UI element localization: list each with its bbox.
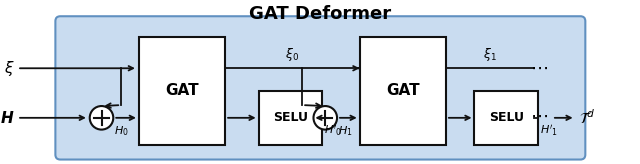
Text: $\xi_1$: $\xi_1$ [483,46,497,63]
Bar [139,37,225,145]
Text: $\cdots$: $\cdots$ [530,59,548,77]
Circle shape [314,106,337,130]
Circle shape [90,106,113,130]
FancyBboxPatch shape [56,16,586,160]
Text: GAT: GAT [165,83,199,98]
Bar [259,91,323,145]
Text: SELU: SELU [273,111,308,124]
Text: $\xi$: $\xi$ [3,59,14,78]
Text: SELU: SELU [489,111,524,124]
Text: GAT: GAT [386,83,420,98]
Text: $\cdots$: $\cdots$ [530,107,548,125]
Bar [474,91,538,145]
Text: $\boldsymbol{H}$: $\boldsymbol{H}$ [0,110,14,126]
Text: GAT Deformer: GAT Deformer [250,5,392,23]
Text: $\xi_0$: $\xi_0$ [285,46,300,63]
Text: $H'_0$: $H'_0$ [324,123,342,138]
Text: $H_1$: $H_1$ [338,124,353,137]
Text: $\mathcal{T}^d$: $\mathcal{T}^d$ [579,108,596,127]
Bar [360,37,446,145]
Text: $H_0$: $H_0$ [115,124,129,137]
Text: $H'_1$: $H'_1$ [540,123,558,138]
